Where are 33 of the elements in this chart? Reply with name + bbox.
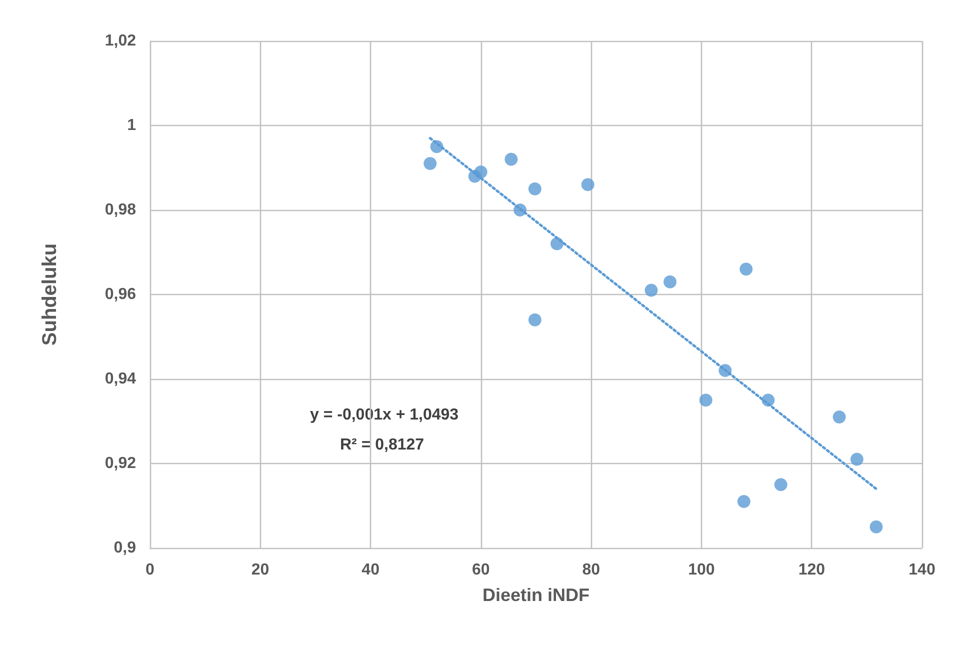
y-tick-label: 0,92 [104,455,136,472]
point [737,495,750,508]
point [850,452,864,466]
point [424,157,437,170]
point [644,284,658,297]
y-tick-label: 1 [127,117,136,134]
x-tick-label: 60 [472,562,490,578]
point [740,262,753,276]
point [664,275,676,288]
y-tick-label: 1,02 [104,32,136,50]
point [774,478,788,492]
point [581,178,594,192]
x-tick-label: 20 [251,562,270,578]
annotation: R² = 0,8127 [340,436,424,454]
x-axis-title: Dieetin iNDF [482,585,590,605]
x-tick-label: 40 [362,562,380,578]
point [528,313,542,326]
y-tick-label: 0,94 [104,370,136,388]
y-tick-label: 0,96 [104,286,136,303]
y-tick-label: 0,9 [114,540,136,556]
point [870,520,883,534]
point [504,152,518,166]
x-tick-label: 80 [582,562,600,578]
x-tick-label: 140 [908,562,936,578]
point [699,394,712,407]
y-tick-label: 0,98 [104,202,136,218]
x-tick-label: 100 [688,562,715,578]
point [528,182,542,196]
x-tick-label: 0 [146,562,155,578]
point [832,410,846,424]
annotation: y = -0,001x + 1,0493 [310,406,459,424]
x-tick-label: 120 [798,562,826,578]
y-axis-title: Suhdeluku [39,243,61,346]
